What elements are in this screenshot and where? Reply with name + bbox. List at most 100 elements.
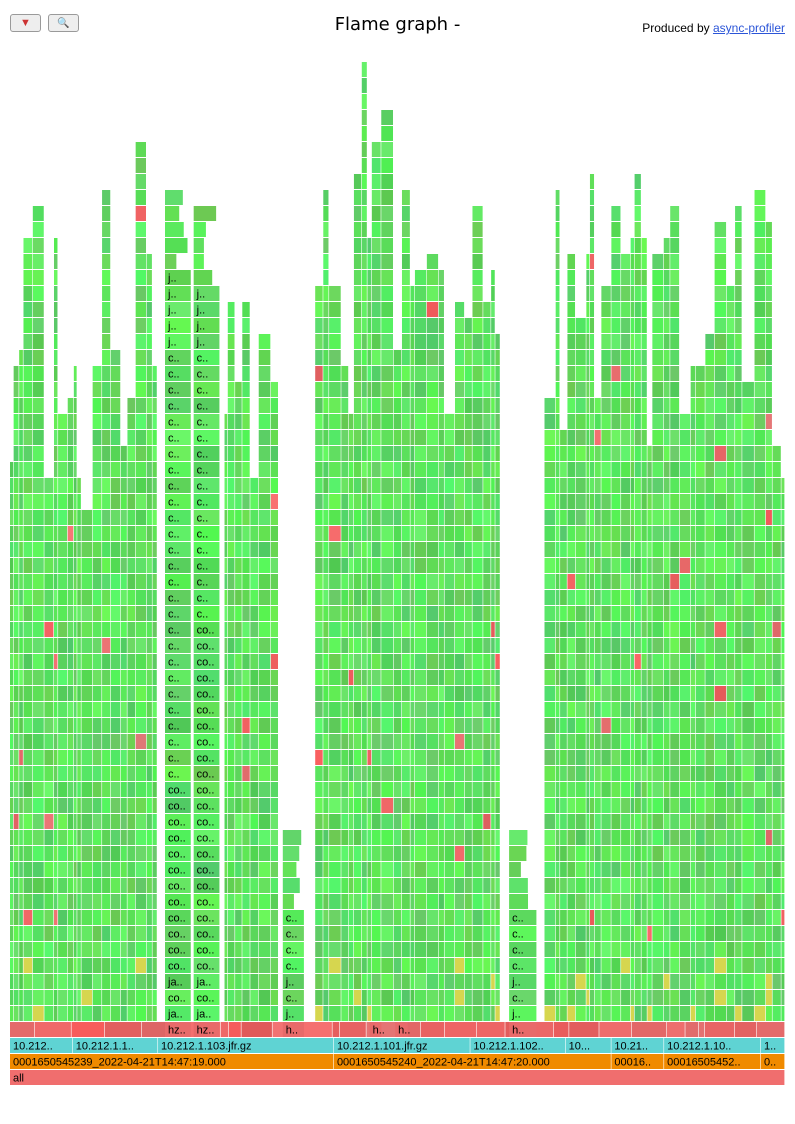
frame-java[interactable] <box>323 990 329 1005</box>
frame-java[interactable] <box>426 254 439 269</box>
frame-java[interactable] <box>73 446 77 461</box>
frame-java[interactable] <box>361 862 367 877</box>
frame-java[interactable] <box>110 862 121 877</box>
frame-java[interactable] <box>323 1006 329 1021</box>
frame-java[interactable] <box>575 782 586 797</box>
frame-java[interactable] <box>329 606 341 621</box>
frame-java[interactable] <box>67 718 74 733</box>
frame-java[interactable] <box>567 718 576 733</box>
frame-java[interactable] <box>401 270 410 285</box>
frame-java[interactable] <box>23 398 33 413</box>
frame-java[interactable] <box>127 622 136 637</box>
frame-java[interactable] <box>23 974 33 989</box>
frame-java[interactable] <box>58 574 68 589</box>
frame-java[interactable] <box>110 926 121 941</box>
frame-java[interactable] <box>464 510 472 525</box>
frame-java[interactable] <box>455 462 465 477</box>
frame-java[interactable] <box>444 430 455 445</box>
frame-java[interactable] <box>361 190 367 205</box>
frame-timestamp[interactable]: 0.. <box>760 1054 785 1069</box>
frame-java[interactable] <box>414 718 427 733</box>
frame-java[interactable] <box>555 958 560 973</box>
frame-java[interactable] <box>361 350 367 365</box>
frame-native[interactable] <box>300 1022 332 1037</box>
frame-java[interactable] <box>10 670 14 685</box>
frame-java[interactable] <box>120 942 127 957</box>
frame-java[interactable] <box>67 910 74 925</box>
frame-java[interactable] <box>81 894 93 909</box>
frame-java[interactable] <box>495 654 500 669</box>
frame-java[interactable] <box>410 510 415 525</box>
frame-java[interactable] <box>102 542 111 557</box>
frame-java[interactable] <box>258 430 271 445</box>
frame-java[interactable] <box>367 542 372 557</box>
frame-java[interactable] <box>152 974 157 989</box>
frame-java[interactable] <box>544 510 556 525</box>
frame-java[interactable] <box>67 782 74 797</box>
frame-java[interactable] <box>491 286 495 301</box>
frame-java[interactable] <box>250 542 259 557</box>
frame-java[interactable] <box>110 734 121 749</box>
frame-java[interactable] <box>23 590 33 605</box>
frame-java[interactable] <box>426 606 439 621</box>
frame-java[interactable] <box>258 462 271 477</box>
frame-java[interactable] <box>361 78 367 93</box>
frame-java[interactable] <box>135 638 146 653</box>
frame-java[interactable] <box>152 606 157 621</box>
frame-java[interactable] <box>235 846 242 861</box>
frame-java[interactable] <box>426 974 439 989</box>
frame-java[interactable] <box>438 270 444 285</box>
frame-java[interactable] <box>495 958 500 973</box>
frame-java[interactable] <box>44 846 54 861</box>
frame-java[interactable] <box>401 382 410 397</box>
frame-java[interactable] <box>426 862 439 877</box>
frame-java[interactable] <box>102 590 111 605</box>
frame-java[interactable] <box>146 318 152 333</box>
frame-java[interactable] <box>58 558 68 573</box>
frame-java[interactable] <box>329 718 341 733</box>
frame-java[interactable] <box>464 478 472 493</box>
frame-java[interactable] <box>227 462 235 477</box>
frame-java[interactable] <box>58 926 68 941</box>
frame-java[interactable] <box>127 542 136 557</box>
frame-java[interactable] <box>58 414 68 429</box>
frame-java[interactable] <box>348 542 354 557</box>
frame-java[interactable] <box>315 910 323 925</box>
frame-java[interactable] <box>44 606 54 621</box>
frame-java[interactable] <box>127 702 136 717</box>
frame-java[interactable] <box>315 446 323 461</box>
frame-java[interactable] <box>472 270 483 285</box>
frame-java[interactable] <box>135 478 146 493</box>
frame-java[interactable] <box>258 750 271 765</box>
frame-java[interactable] <box>54 926 58 941</box>
frame-java[interactable] <box>567 302 576 317</box>
frame-java[interactable] <box>54 398 58 413</box>
frame-java[interactable] <box>58 542 68 557</box>
frame-java[interactable] <box>367 622 372 637</box>
frame-java[interactable] <box>491 686 495 701</box>
frame-java[interactable] <box>361 510 367 525</box>
frame-java[interactable] <box>227 542 235 557</box>
frame-java[interactable] <box>44 734 54 749</box>
frame-java[interactable] <box>224 782 228 797</box>
frame-java[interactable] <box>110 558 121 573</box>
frame-java[interactable] <box>152 942 157 957</box>
frame-java[interactable] <box>464 686 472 701</box>
frame-java[interactable] <box>393 862 402 877</box>
frame-java[interactable] <box>410 878 415 893</box>
frame-java[interactable] <box>44 638 54 653</box>
frame-java[interactable] <box>250 734 259 749</box>
frame-java[interactable] <box>323 910 329 925</box>
frame-java[interactable] <box>381 494 394 509</box>
frame-java[interactable] <box>483 766 491 781</box>
frame-java[interactable] <box>81 958 93 973</box>
frame-java[interactable] <box>444 846 455 861</box>
frame-java[interactable] <box>371 942 381 957</box>
frame-java[interactable] <box>224 430 228 445</box>
frame-java[interactable] <box>414 382 427 397</box>
frame-java[interactable] <box>353 334 362 349</box>
frame-java[interactable] <box>560 782 567 797</box>
frame-java[interactable] <box>329 654 341 669</box>
frame-java[interactable] <box>371 910 381 925</box>
frame-java[interactable] <box>483 574 491 589</box>
